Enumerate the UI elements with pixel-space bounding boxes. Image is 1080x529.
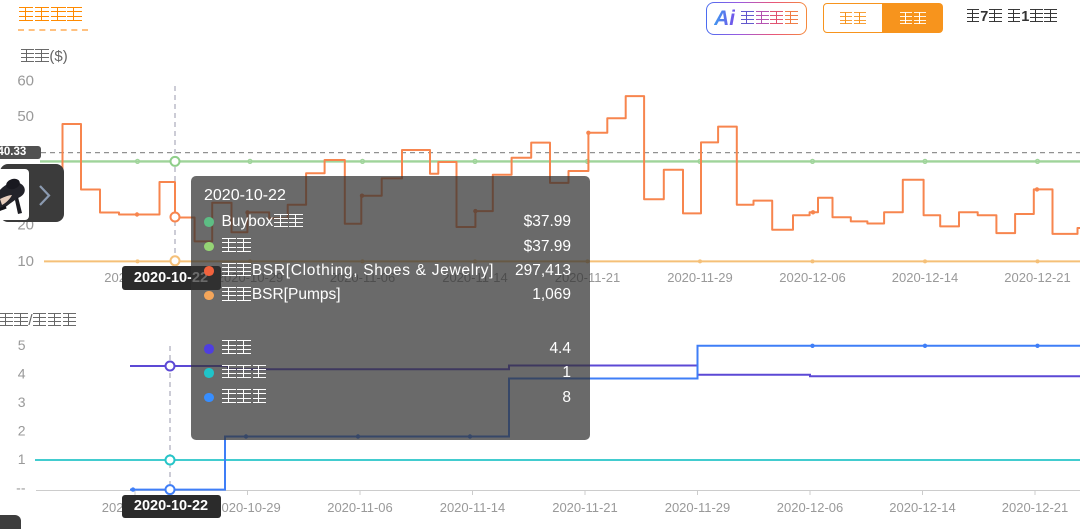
svg-text:2020-12-06: 2020-12-06 (779, 270, 846, 285)
svg-text:--: -- (16, 480, 26, 496)
svg-text:2020-11-21: 2020-11-21 (552, 500, 618, 515)
svg-text:3: 3 (18, 394, 26, 410)
svg-text:10: 10 (17, 253, 34, 270)
svg-text:2020-12-06: 2020-12-06 (777, 500, 844, 515)
svg-text:2020-11-06: 2020-11-06 (327, 500, 393, 515)
svg-text:60: 60 (17, 73, 34, 90)
svg-text:2020-11-14: 2020-11-14 (440, 500, 506, 515)
svg-text:2: 2 (18, 423, 26, 439)
svg-text:1: 1 (18, 451, 26, 467)
svg-text:2020-12-14: 2020-12-14 (892, 270, 959, 285)
svg-text:5: 5 (18, 337, 26, 353)
svg-text:2020-11-29: 2020-11-29 (665, 500, 731, 515)
svg-text:50: 50 (17, 108, 34, 125)
svg-text:2020-12-21: 2020-12-21 (1004, 270, 1071, 285)
svg-text:2020-12-14: 2020-12-14 (889, 500, 956, 515)
svg-text:2020-10-29: 2020-10-29 (214, 500, 281, 515)
svg-text:2020-11-29: 2020-11-29 (667, 270, 733, 285)
svg-text:4: 4 (18, 366, 26, 382)
svg-text:2020-12-21: 2020-12-21 (1002, 500, 1069, 515)
